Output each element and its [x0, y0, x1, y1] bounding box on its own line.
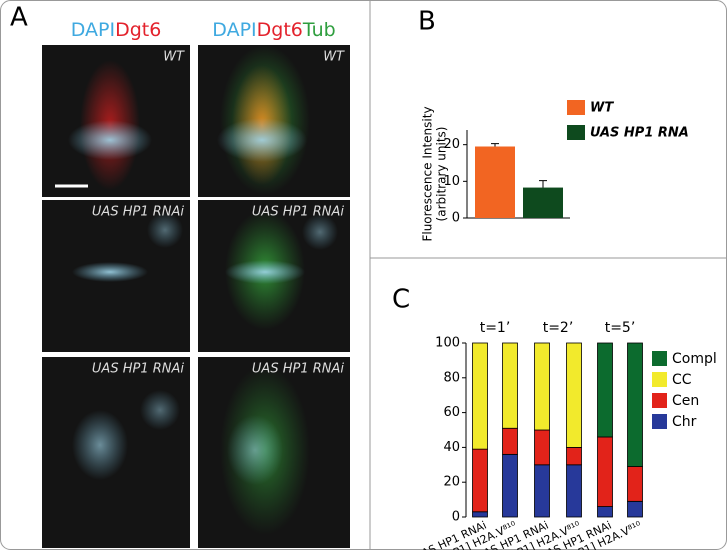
bar-segment — [627, 342, 643, 467]
image-label: UAS HP1 RNAi — [92, 205, 184, 220]
bar-segment — [627, 466, 643, 502]
y-tick-label: 20 — [443, 137, 460, 152]
image-label: WT — [163, 50, 185, 65]
legend-label: Compl — [672, 351, 717, 367]
bar — [475, 146, 515, 218]
legend-swatch — [652, 393, 667, 408]
column-header: DAPIDgt6Tub — [212, 19, 335, 41]
image-label: WT — [323, 50, 345, 65]
legend-swatch — [652, 351, 667, 366]
bar-segment — [597, 342, 613, 438]
bar-segment — [566, 342, 582, 448]
bar-segment — [502, 453, 518, 518]
bar-segment — [472, 511, 488, 518]
bar-segment — [472, 448, 488, 513]
header-part: DAPI — [71, 19, 115, 41]
bar-segment — [472, 342, 488, 450]
legend-label: CC — [672, 372, 692, 388]
annotation: t=2’ — [543, 320, 574, 336]
error-bar — [491, 143, 499, 147]
header-part: Dgt6 — [257, 19, 303, 41]
legend-swatch — [652, 414, 667, 429]
header-part: Tub — [302, 19, 336, 41]
y-axis-label: Fluorescence Intensity — [421, 106, 435, 241]
header-part: Dgt6 — [115, 19, 161, 41]
micrographs — [42, 45, 350, 548]
image-label: UAS HP1 RNAi — [252, 362, 344, 377]
legend-swatch — [567, 100, 585, 115]
bar-segment — [627, 500, 643, 518]
legend-swatch — [567, 125, 585, 140]
y-tick-label: 10 — [443, 174, 460, 189]
image-label: UAS HP1 RNAi — [252, 205, 344, 220]
legend-label: UAS HP1 RNA — [590, 126, 689, 141]
panel-label: C — [392, 285, 410, 315]
y-tick-label: 20 — [443, 475, 460, 490]
bar-segment — [502, 342, 518, 429]
bar-segment — [597, 506, 613, 518]
y-tick-label: 60 — [443, 405, 460, 420]
panel-label: B — [418, 7, 436, 37]
y-axis-label: (arbitrary units) — [435, 127, 449, 222]
bar-segment — [502, 427, 518, 455]
y-tick-label: 40 — [443, 440, 460, 455]
y-tick-label: 100 — [435, 336, 460, 351]
y-tick-label: 0 — [452, 510, 460, 525]
bar-segment — [566, 464, 582, 518]
bar-segment — [566, 446, 582, 466]
bar-segment — [534, 464, 550, 518]
y-tick-label: 80 — [443, 370, 460, 385]
bar-segment — [534, 429, 550, 466]
error-bar — [539, 180, 547, 188]
legend-label: Cen — [672, 393, 699, 409]
annotation: t=1’ — [480, 320, 511, 336]
bar-segment — [597, 436, 613, 507]
annotation: t=5’ — [605, 320, 636, 336]
legend-label: WT — [590, 101, 614, 116]
header-part: DAPI — [212, 19, 256, 41]
panel-label: A — [10, 3, 28, 33]
legend-label: Chr — [672, 414, 697, 430]
bar-segment — [534, 342, 550, 431]
bar — [523, 187, 563, 218]
image-label: UAS HP1 RNAi — [92, 362, 184, 377]
legend-swatch — [652, 372, 667, 387]
y-tick-label: 0 — [452, 211, 460, 226]
column-header: DAPIDgt6 — [71, 19, 162, 41]
